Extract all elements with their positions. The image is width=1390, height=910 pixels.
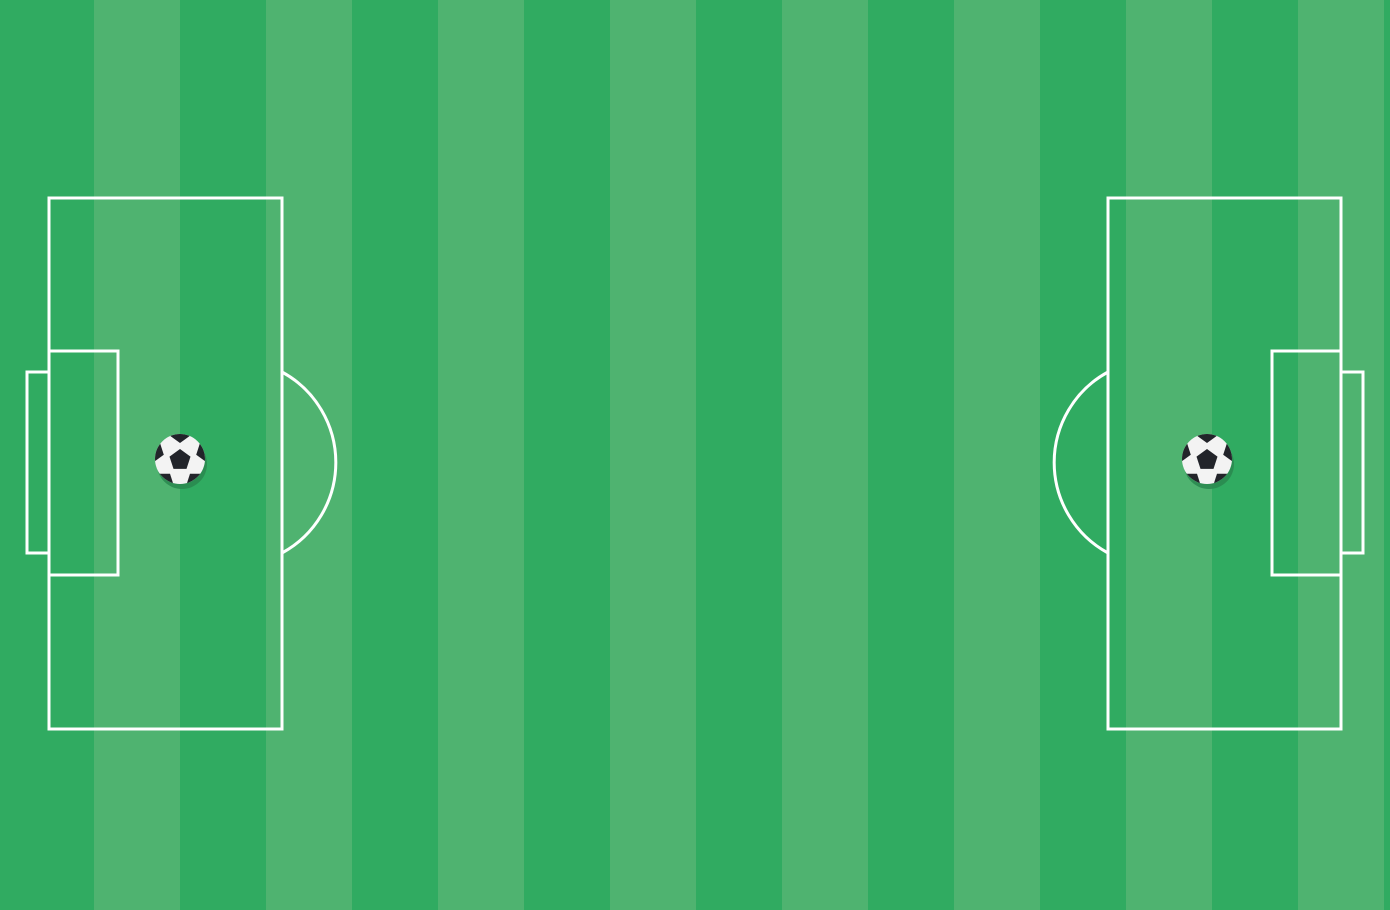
ball-panel — [170, 434, 190, 443]
ball-panel — [1196, 449, 1218, 469]
grass-stripe — [0, 0, 94, 910]
ball-panel — [1197, 434, 1217, 443]
right-goal — [1339, 370, 1365, 555]
grass-stripe — [266, 0, 352, 910]
ball-panel — [169, 449, 191, 469]
grass-stripe — [438, 0, 524, 910]
left-goal-area-markings — [25, 196, 338, 731]
grass-stripe — [1384, 0, 1390, 910]
ball-panel — [196, 443, 205, 462]
ball-panel — [1223, 443, 1232, 462]
left-penalty-arc — [281, 370, 338, 555]
grass-stripe — [954, 0, 1040, 910]
ball-panel — [1182, 443, 1191, 462]
left-goal — [25, 370, 51, 555]
soccer-ball-icon[interactable] — [145, 425, 215, 492]
grass-stripe — [782, 0, 868, 910]
grass-stripe — [868, 0, 954, 910]
grass-stripe — [696, 0, 782, 910]
ball-panel — [155, 443, 164, 462]
right-penalty-arc — [1052, 370, 1109, 555]
right-goal-area-markings — [1052, 196, 1365, 731]
grass-stripe — [524, 0, 610, 910]
grass-stripe — [352, 0, 438, 910]
grass-stripe — [1040, 0, 1126, 910]
grass-stripe — [610, 0, 696, 910]
soccer-ball-icon[interactable] — [1172, 425, 1242, 492]
